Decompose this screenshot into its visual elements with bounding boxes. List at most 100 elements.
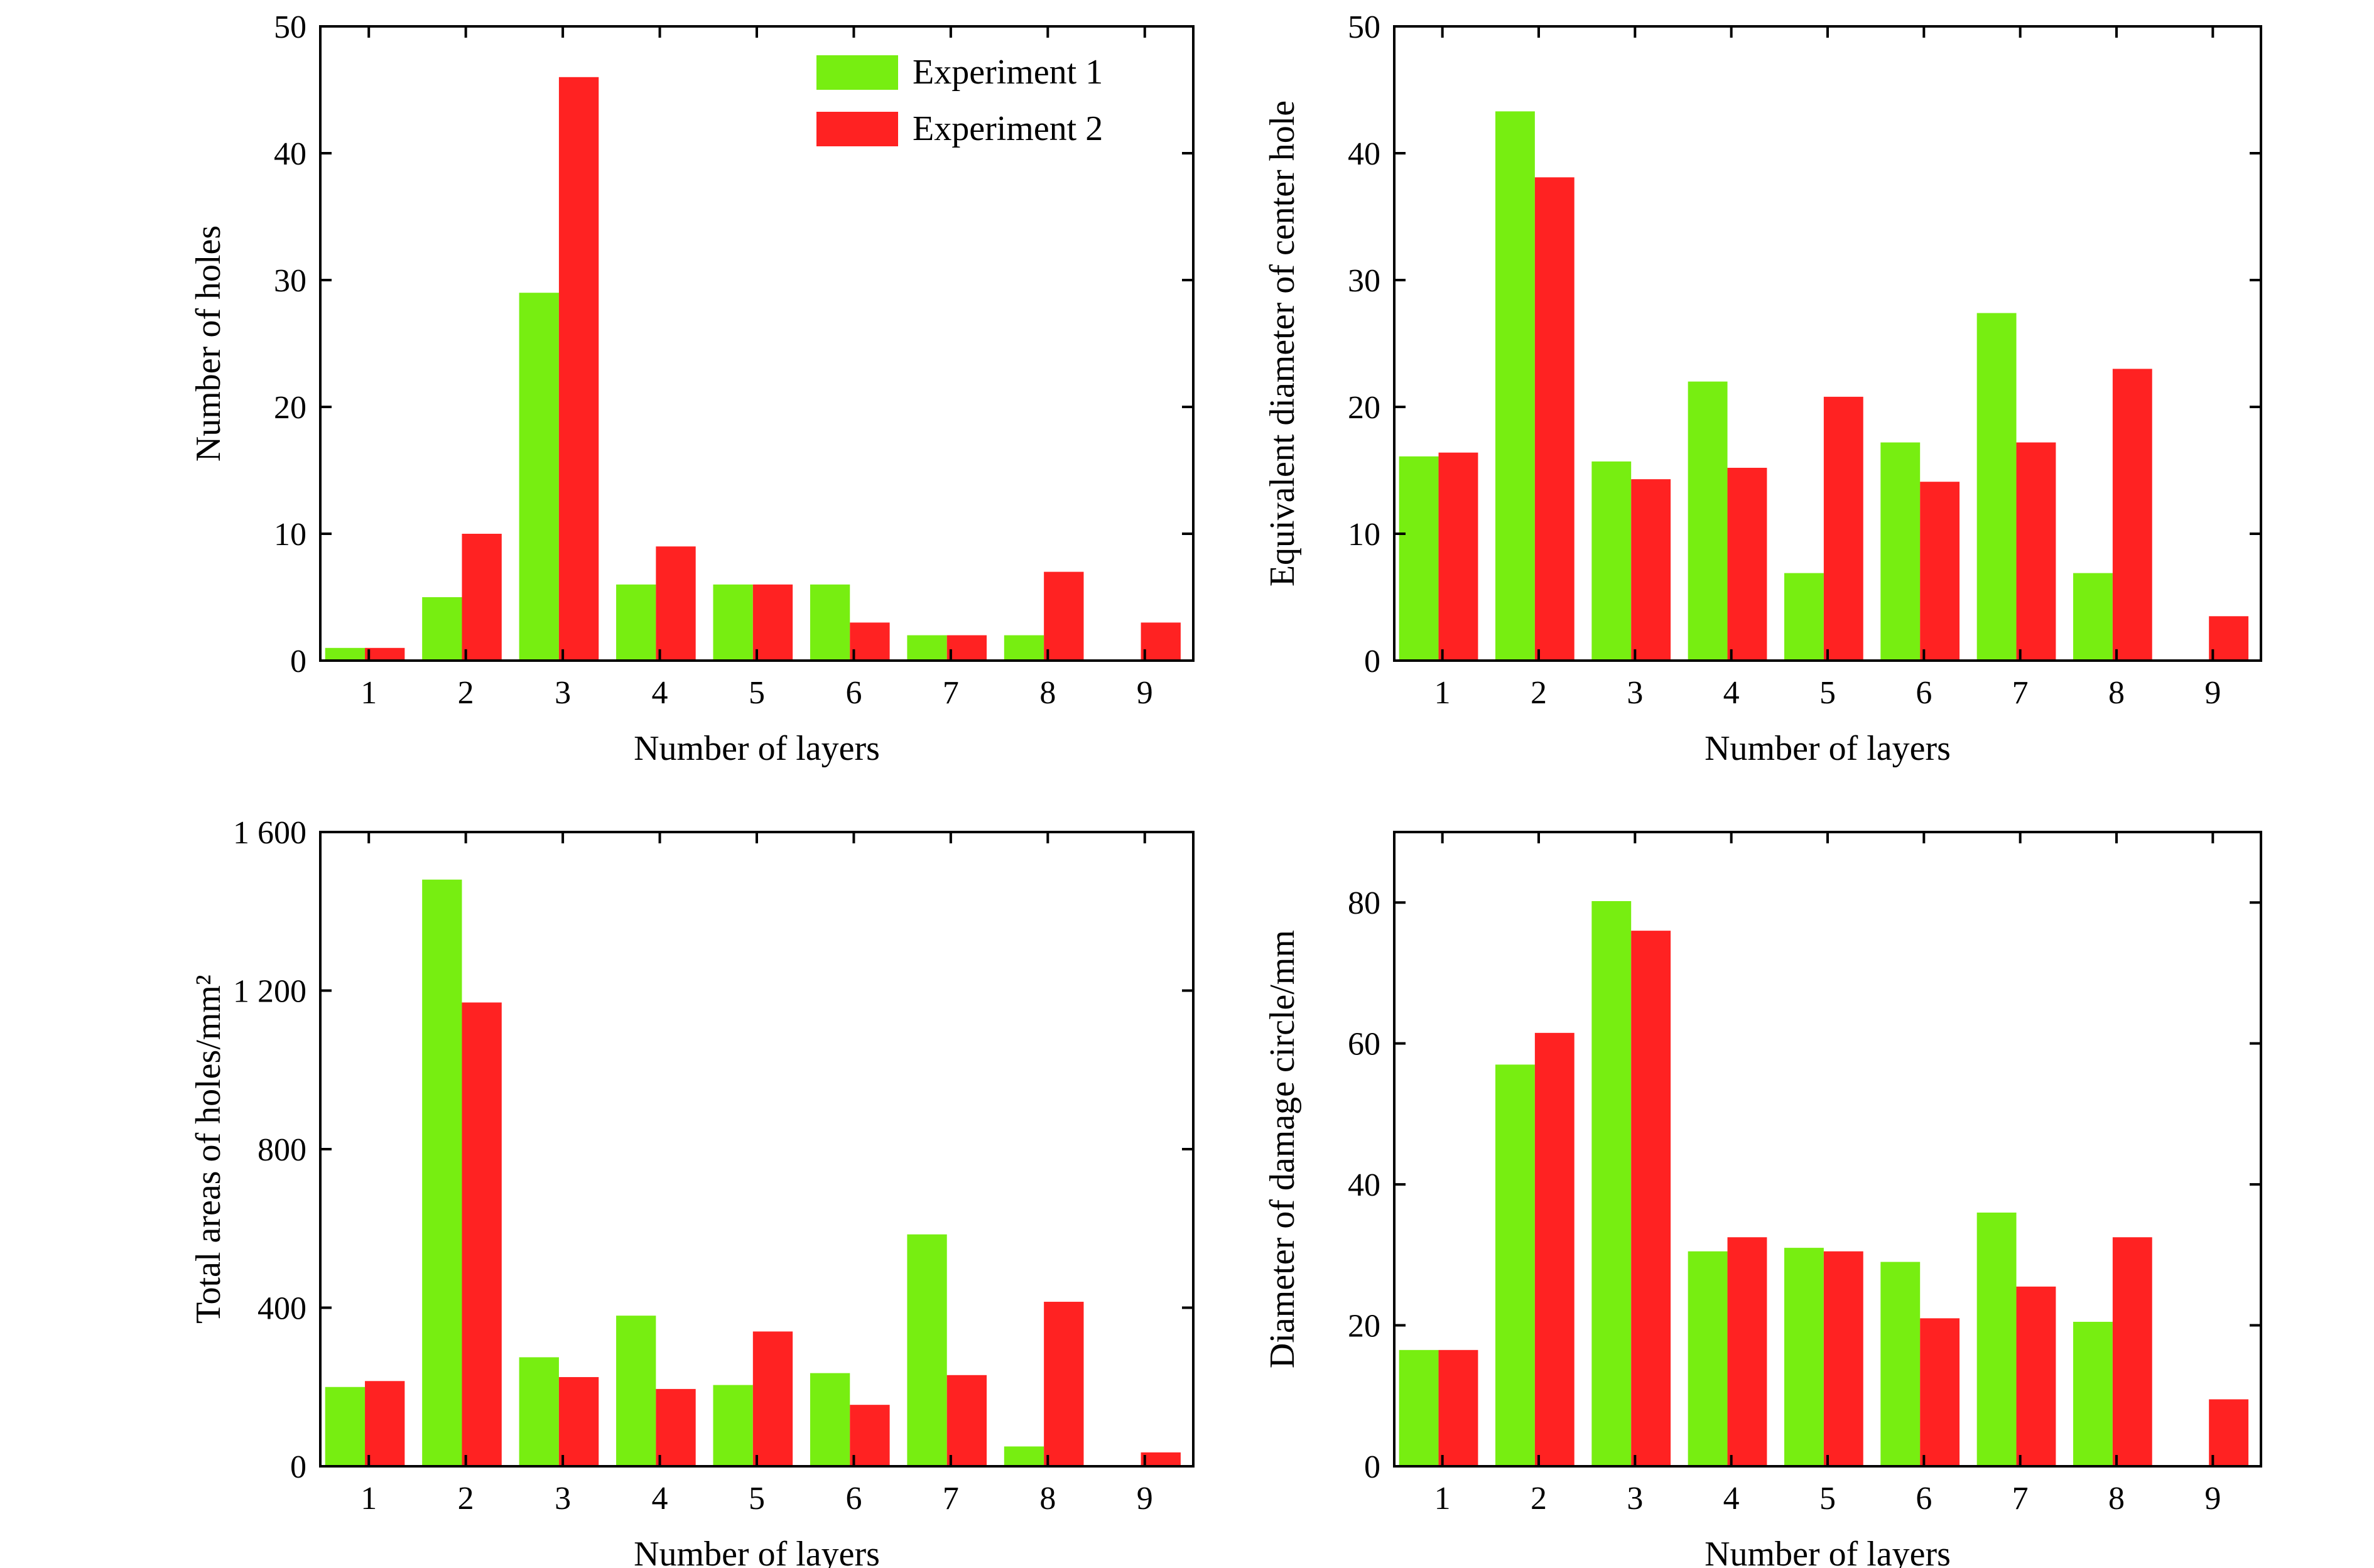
bar-experiment-2-layer-4	[656, 1388, 696, 1466]
x-tick-label: 5	[1819, 1481, 1836, 1517]
bar-experiment-2-layer-6	[1920, 482, 1960, 661]
bar-experiment-2-layer-7	[2016, 442, 2056, 661]
bar-experiment-1-layer-8	[2073, 573, 2113, 661]
bar-experiment-1-layer-3	[1591, 461, 1632, 661]
x-tick-label: 5	[1819, 675, 1836, 711]
y-tick-label: 60	[1348, 1027, 1380, 1062]
x-tick-label: 6	[1916, 1481, 1932, 1517]
bar-experiment-2-layer-9	[2209, 616, 2249, 661]
x-tick-label: 9	[1137, 675, 1153, 711]
y-tick-label: 800	[257, 1132, 306, 1168]
chart-panel-3: 0 400 800 1 200 1 600 1 2 3 4 5 6 7 8 9 Number of laye…	[189, 815, 1195, 1568]
bar-experiment-2-layer-7	[946, 1375, 987, 1466]
bar-experiment-1-layer-8	[1004, 635, 1044, 661]
x-tick-label: 5	[749, 1481, 765, 1517]
x-tick-label: 2	[1531, 1481, 1547, 1517]
y-tick-label: 30	[274, 263, 306, 299]
bar-experiment-2-layer-5	[1823, 1251, 1863, 1466]
bar-experiment-1-layer-2	[1495, 111, 1535, 661]
y-tick-label: 20	[1348, 1309, 1380, 1344]
bar-experiment-2-layer-9	[1141, 1452, 1181, 1466]
y-tick-label: 40	[1348, 136, 1380, 172]
bar-experiment-1-layer-8	[1004, 1446, 1044, 1466]
y-tick-label: 50	[1348, 9, 1380, 45]
bar-experiment-1-layer-6	[1880, 442, 1921, 661]
bar-experiment-2-layer-2	[1534, 177, 1575, 661]
x-tick-label: 2	[1531, 675, 1547, 711]
x-tick-label: 6	[845, 675, 862, 711]
bar-experiment-2-layer-6	[850, 622, 890, 661]
bar-experiment-1-layer-7	[907, 1234, 947, 1466]
bar-experiment-1-layer-8	[2073, 1321, 2113, 1466]
bar-experiment-2-layer-2	[462, 534, 502, 661]
legend-swatch-experiment-2	[816, 112, 898, 146]
bar-experiment-2-layer-5	[1823, 396, 1863, 661]
bar-experiment-2-layer-9	[2209, 1399, 2249, 1466]
bar-experiment-1-layer-5	[1784, 1248, 1824, 1466]
y-tick-label: 30	[1348, 263, 1380, 299]
x-tick-label: 1	[1434, 1481, 1451, 1517]
bar-experiment-1-layer-3	[519, 293, 559, 661]
bar-experiment-2-layer-6	[850, 1405, 890, 1466]
bar-experiment-1-layer-5	[713, 584, 753, 661]
y-axis-title: Total areas of holes/mm²	[189, 975, 228, 1324]
x-tick-label: 7	[943, 1481, 959, 1517]
bar-experiment-2-layer-3	[1631, 479, 1671, 661]
bar-experiment-1-layer-3	[519, 1357, 559, 1466]
bar-experiment-1-layer-6	[810, 1373, 850, 1466]
y-tick-label: 40	[274, 136, 306, 172]
bar-experiment-2-layer-5	[752, 584, 793, 661]
bar-experiment-1-layer-4	[1688, 1251, 1728, 1466]
bar-experiment-1-layer-4	[1688, 381, 1728, 661]
bar-experiment-2-layer-8	[1044, 1302, 1084, 1466]
bar-experiment-2-layer-2	[462, 1002, 502, 1466]
y-tick-label: 10	[1348, 517, 1380, 553]
y-tick-label: 1 600	[233, 815, 306, 851]
y-tick-label: 0	[1364, 1449, 1380, 1485]
x-tick-label: 7	[2012, 1481, 2029, 1517]
bar-experiment-1-layer-1	[1399, 1349, 1439, 1466]
x-tick-label: 7	[2012, 675, 2029, 711]
x-tick-label: 9	[2204, 675, 2221, 711]
y-axis-title: Equivalent diameter of center hole	[1263, 100, 1302, 587]
x-tick-label: 1	[360, 675, 377, 711]
bar-experiment-2-layer-3	[1631, 931, 1671, 1466]
x-tick-label: 3	[555, 1481, 571, 1517]
y-axis-title: Diameter of damage circle/mm	[1263, 930, 1302, 1368]
bar-experiment-1-layer-5	[713, 1385, 753, 1466]
bar-experiment-1-layer-1	[325, 647, 366, 661]
bar-experiment-2-layer-7	[2016, 1286, 2056, 1466]
chart-panel-4: 0 20 40 60 80 1 2 3 4 5 6 7 8 9 Number of layers Diamet…	[1263, 831, 2262, 1568]
bar-experiment-1-layer-3	[1591, 900, 1632, 1466]
x-tick-label: 6	[845, 1481, 862, 1517]
y-tick-label: 50	[274, 9, 306, 45]
x-tick-label: 1	[1434, 675, 1451, 711]
chart-panel-1: 0 10 20 30 40 50 1 2 3 4 5 6 7 8 9 Number of layers Numb…	[189, 9, 1195, 768]
bar-experiment-2-layer-4	[1727, 1237, 1767, 1466]
x-tick-label: 2	[458, 1481, 474, 1517]
x-tick-label: 7	[943, 675, 959, 711]
bar-experiment-2-layer-8	[2112, 1237, 2152, 1466]
y-tick-label: 80	[1348, 885, 1380, 921]
legend-label-experiment-1: Experiment 1	[913, 53, 1103, 92]
y-axis-title: Number of holes	[189, 225, 228, 462]
x-tick-label: 8	[1039, 1481, 1056, 1517]
bar-experiment-2-layer-3	[558, 1376, 599, 1466]
bar-experiment-2-layer-6	[1920, 1318, 1960, 1466]
y-tick-label: 10	[274, 517, 306, 553]
x-tick-label: 6	[1916, 675, 1932, 711]
x-tick-label: 1	[360, 1481, 377, 1517]
x-tick-label: 4	[1723, 675, 1740, 711]
x-tick-label: 4	[652, 675, 668, 711]
x-axis-title: Number of layers	[634, 729, 880, 768]
bar-experiment-1-layer-2	[422, 597, 462, 661]
x-tick-label: 8	[2108, 675, 2125, 711]
bar-experiment-2-layer-1	[1438, 452, 1478, 661]
chart-panel-2: 0 10 20 30 40 50 1 2 3 4 5 6 7 8 9 Number of layers Equi…	[1263, 9, 2262, 768]
x-tick-label: 4	[1723, 1481, 1740, 1517]
y-tick-label: 0	[1364, 644, 1380, 679]
bar-experiment-1-layer-2	[422, 879, 462, 1466]
y-tick-label: 0	[290, 1449, 306, 1485]
